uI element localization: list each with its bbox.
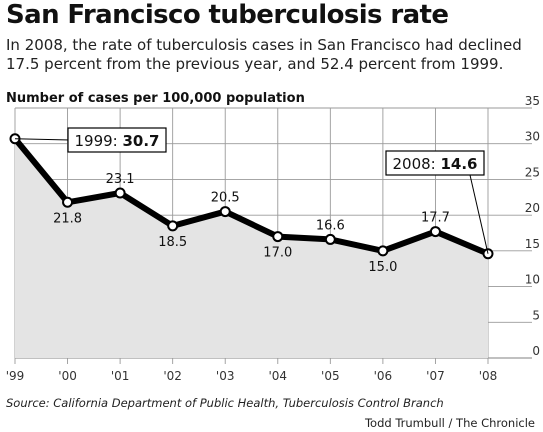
chart-subtitle: In 2008, the rate of tuberculosis cases … [6,36,522,73]
data-label: 16.6 [316,218,345,233]
data-point [429,226,441,238]
y-tick-label: 25 [525,165,540,179]
callout-value: 30.7 [122,132,159,150]
callout-value: 14.6 [440,155,477,173]
y-tick-label: 10 [525,273,540,287]
y-tick-label: 35 [525,94,540,108]
x-tick-label: '05 [321,369,340,383]
data-point [62,196,74,208]
data-point [324,233,336,245]
data-point [377,245,389,257]
x-tick-label: '08 [479,369,498,383]
callout-prefix: 1999: [74,132,122,150]
callout-label: 2008: 14.6 [392,155,477,173]
y-tick-label: 30 [525,130,540,144]
axis-layer: 0 5 10 15 20 25 30 35 '99 '00 '01 '02 '03 '04 '05 '06 '0… [6,94,540,383]
data-label: 20.5 [211,191,240,206]
data-point [482,248,494,260]
data-label: 18.5 [158,235,187,250]
data-label: 23.1 [106,172,135,187]
source-note: Source: California Department of Public … [6,396,444,410]
x-tick-label: '04 [268,369,287,383]
x-tick-label: '02 [163,369,182,383]
data-label: 21.8 [53,211,82,226]
callout-layer: 1999: 30.7 2008: 14.6 [14,127,489,254]
callout-leader [469,174,489,254]
label-layer: 21.8 23.1 18.5 20.5 17.0 16.6 15.0 17.7 [53,172,450,275]
callout-leader [14,138,71,141]
callout-box [385,150,485,176]
series-line [12,135,491,257]
area-fill [15,138,488,358]
x-tick-label: '07 [426,369,445,383]
area-layer [15,138,488,358]
callout-box [67,127,167,153]
callout-prefix: 2008: [392,155,440,173]
data-point [219,206,231,218]
callout-label: 1999: 30.7 [74,132,159,150]
y-tick-label: 5 [532,308,540,322]
chart-title: San Francisco tuberculosis rate [6,0,449,30]
x-tick-label: '03 [216,369,235,383]
data-point [114,187,126,199]
x-tick-label: '06 [374,369,393,383]
y-tick-label: 20 [525,201,540,215]
x-tick-label: '99 [6,369,25,383]
data-point [272,231,284,243]
credit-line: Todd Trumbull / The Chronicle [364,416,535,430]
data-point [167,220,179,232]
x-tick-label: '01 [111,369,130,383]
data-label: 17.0 [263,246,292,261]
y-tick-label: 0 [532,344,540,358]
data-label: 15.0 [368,260,397,275]
data-label: 17.7 [421,211,450,226]
line-layer [9,133,494,260]
y-tick-label: 15 [525,237,540,251]
x-tick-label: '00 [58,369,77,383]
y-axis-label: Number of cases per 100,000 population [6,91,305,106]
